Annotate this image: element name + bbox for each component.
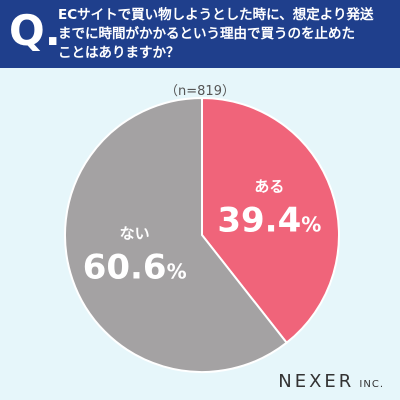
pie-slice-0: [201, 96, 340, 345]
slice-value-0: 39.4%: [217, 201, 321, 241]
question-header: Q. ECサイトで買い物しようとした時に、想定より発送 までに時間がかかるという…: [0, 0, 400, 68]
slice-label-1: ない: [120, 224, 150, 242]
brand-name: NEXER: [278, 371, 355, 392]
pie-slice-1: [64, 96, 289, 373]
slice-value-1: 60.6%: [83, 247, 187, 287]
brand-suffix: INC.: [359, 379, 384, 390]
brand-logo: NEXER INC.: [278, 371, 384, 392]
slice-label-0: ある: [254, 178, 284, 196]
sample-size: （n=819）: [165, 84, 235, 99]
question-text: ECサイトで買い物しようとした時に、想定より発送 までに時間がかかるという理由で…: [58, 7, 374, 61]
q-mark: Q.: [9, 6, 61, 55]
